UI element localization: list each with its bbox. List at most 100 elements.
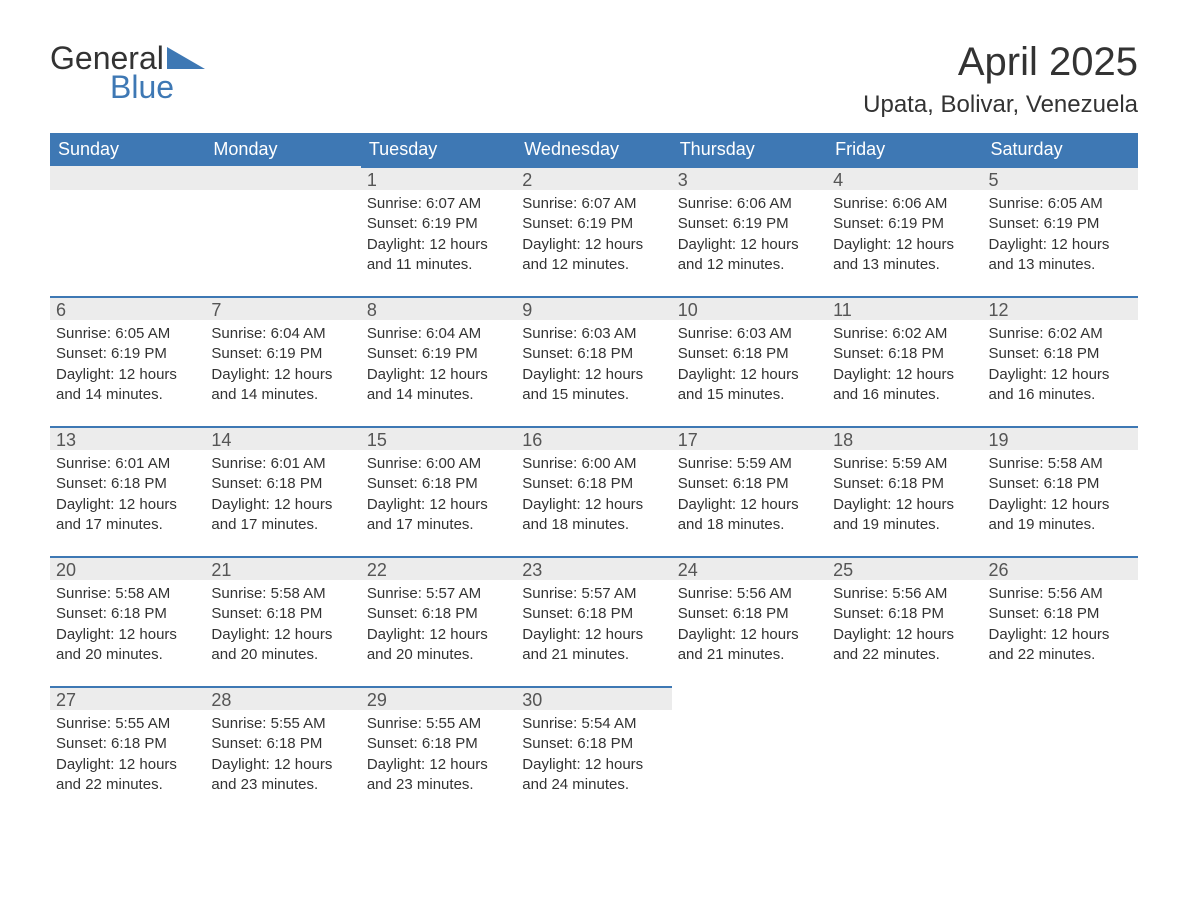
day-number: 23 bbox=[516, 556, 671, 580]
day-detail-line: and 23 minutes. bbox=[211, 775, 354, 795]
day-detail-line: Sunset: 6:18 PM bbox=[678, 604, 821, 624]
day-number: 26 bbox=[983, 556, 1138, 580]
day-detail-line: Sunset: 6:19 PM bbox=[833, 214, 976, 234]
day-detail-line: Daylight: 12 hours bbox=[56, 755, 199, 775]
day-detail-line: Sunrise: 6:04 AM bbox=[367, 324, 510, 344]
day-details: Sunrise: 5:57 AMSunset: 6:18 PMDaylight:… bbox=[516, 580, 671, 675]
day-detail-line: Sunset: 6:18 PM bbox=[833, 604, 976, 624]
day-detail-line: and 13 minutes. bbox=[833, 255, 976, 275]
day-detail-line: Sunset: 6:18 PM bbox=[367, 474, 510, 494]
day-detail-line: Daylight: 12 hours bbox=[211, 495, 354, 515]
day-detail-line: and 20 minutes. bbox=[56, 645, 199, 665]
calendar-day-cell: 16Sunrise: 6:00 AMSunset: 6:18 PMDayligh… bbox=[516, 426, 671, 556]
day-detail-line: Sunrise: 6:07 AM bbox=[522, 194, 665, 214]
day-detail-line: Sunset: 6:18 PM bbox=[522, 344, 665, 364]
page-header: General Blue April 2025 Upata, Bolivar, … bbox=[50, 40, 1138, 119]
calendar-day-cell: 10Sunrise: 6:03 AMSunset: 6:18 PMDayligh… bbox=[672, 296, 827, 426]
calendar-day-cell: 13Sunrise: 6:01 AMSunset: 6:18 PMDayligh… bbox=[50, 426, 205, 556]
day-details: Sunrise: 5:56 AMSunset: 6:18 PMDaylight:… bbox=[983, 580, 1138, 675]
day-number: 20 bbox=[50, 556, 205, 580]
brand-logo: General Blue bbox=[50, 40, 205, 106]
day-details bbox=[205, 190, 360, 204]
day-detail-line: Sunrise: 6:03 AM bbox=[522, 324, 665, 344]
day-detail-line: Sunrise: 5:55 AM bbox=[367, 714, 510, 734]
day-details: Sunrise: 5:58 AMSunset: 6:18 PMDaylight:… bbox=[50, 580, 205, 675]
day-number: 28 bbox=[205, 686, 360, 710]
day-detail-line: Sunset: 6:19 PM bbox=[522, 214, 665, 234]
day-detail-line: Sunset: 6:18 PM bbox=[833, 474, 976, 494]
day-detail-line: and 15 minutes. bbox=[522, 385, 665, 405]
day-detail-line: Sunrise: 6:02 AM bbox=[989, 324, 1132, 344]
day-number: 27 bbox=[50, 686, 205, 710]
day-detail-line: Sunrise: 6:03 AM bbox=[678, 324, 821, 344]
calendar-day-cell: 29Sunrise: 5:55 AMSunset: 6:18 PMDayligh… bbox=[361, 686, 516, 816]
day-detail-line: Sunset: 6:18 PM bbox=[989, 604, 1132, 624]
day-number: 12 bbox=[983, 296, 1138, 320]
day-details bbox=[672, 710, 827, 724]
day-details: Sunrise: 5:55 AMSunset: 6:18 PMDaylight:… bbox=[361, 710, 516, 805]
day-detail-line: and 16 minutes. bbox=[989, 385, 1132, 405]
calendar-day-cell: 25Sunrise: 5:56 AMSunset: 6:18 PMDayligh… bbox=[827, 556, 982, 686]
weekday-header: Monday bbox=[205, 133, 360, 166]
day-detail-line: Daylight: 12 hours bbox=[367, 495, 510, 515]
calendar-day-cell: 14Sunrise: 6:01 AMSunset: 6:18 PMDayligh… bbox=[205, 426, 360, 556]
day-detail-line: and 17 minutes. bbox=[211, 515, 354, 535]
calendar-day-cell bbox=[827, 686, 982, 816]
calendar-day-cell bbox=[50, 166, 205, 296]
day-number: 17 bbox=[672, 426, 827, 450]
day-detail-line: Daylight: 12 hours bbox=[367, 235, 510, 255]
day-detail-line: Daylight: 12 hours bbox=[211, 365, 354, 385]
calendar-day-cell: 22Sunrise: 5:57 AMSunset: 6:18 PMDayligh… bbox=[361, 556, 516, 686]
day-detail-line: Sunset: 6:19 PM bbox=[678, 214, 821, 234]
day-details: Sunrise: 5:56 AMSunset: 6:18 PMDaylight:… bbox=[827, 580, 982, 675]
day-number: 22 bbox=[361, 556, 516, 580]
day-detail-line: Sunrise: 5:58 AM bbox=[56, 584, 199, 604]
calendar-day-cell: 12Sunrise: 6:02 AMSunset: 6:18 PMDayligh… bbox=[983, 296, 1138, 426]
day-details: Sunrise: 6:02 AMSunset: 6:18 PMDaylight:… bbox=[827, 320, 982, 415]
day-detail-line: Sunset: 6:18 PM bbox=[833, 344, 976, 364]
calendar-day-cell: 9Sunrise: 6:03 AMSunset: 6:18 PMDaylight… bbox=[516, 296, 671, 426]
day-number: 4 bbox=[827, 166, 982, 190]
day-details: Sunrise: 6:03 AMSunset: 6:18 PMDaylight:… bbox=[516, 320, 671, 415]
day-detail-line: Daylight: 12 hours bbox=[989, 495, 1132, 515]
calendar-day-cell: 18Sunrise: 5:59 AMSunset: 6:18 PMDayligh… bbox=[827, 426, 982, 556]
day-number bbox=[205, 166, 360, 190]
weekday-header: Tuesday bbox=[361, 133, 516, 166]
day-detail-line: Daylight: 12 hours bbox=[522, 365, 665, 385]
calendar-day-cell: 8Sunrise: 6:04 AMSunset: 6:19 PMDaylight… bbox=[361, 296, 516, 426]
day-detail-line: Daylight: 12 hours bbox=[367, 365, 510, 385]
calendar-day-cell: 1Sunrise: 6:07 AMSunset: 6:19 PMDaylight… bbox=[361, 166, 516, 296]
day-detail-line: and 14 minutes. bbox=[211, 385, 354, 405]
day-detail-line: Sunrise: 5:55 AM bbox=[56, 714, 199, 734]
day-detail-line: and 22 minutes. bbox=[989, 645, 1132, 665]
day-detail-line: Daylight: 12 hours bbox=[678, 235, 821, 255]
day-detail-line: Sunrise: 5:56 AM bbox=[833, 584, 976, 604]
day-number: 29 bbox=[361, 686, 516, 710]
day-details: Sunrise: 5:54 AMSunset: 6:18 PMDaylight:… bbox=[516, 710, 671, 805]
day-number: 7 bbox=[205, 296, 360, 320]
day-detail-line: Sunrise: 6:00 AM bbox=[522, 454, 665, 474]
day-detail-line: Daylight: 12 hours bbox=[367, 755, 510, 775]
day-number: 9 bbox=[516, 296, 671, 320]
day-detail-line: Sunset: 6:18 PM bbox=[678, 344, 821, 364]
day-number: 11 bbox=[827, 296, 982, 320]
day-detail-line: Daylight: 12 hours bbox=[56, 495, 199, 515]
day-detail-line: Daylight: 12 hours bbox=[367, 625, 510, 645]
day-detail-line: Sunset: 6:19 PM bbox=[367, 344, 510, 364]
day-number: 21 bbox=[205, 556, 360, 580]
day-detail-line: Sunset: 6:18 PM bbox=[522, 474, 665, 494]
day-details: Sunrise: 6:05 AMSunset: 6:19 PMDaylight:… bbox=[983, 190, 1138, 285]
day-detail-line: Sunset: 6:18 PM bbox=[56, 604, 199, 624]
day-detail-line: Sunrise: 6:05 AM bbox=[56, 324, 199, 344]
day-detail-line: Sunset: 6:18 PM bbox=[367, 734, 510, 754]
day-detail-line: and 20 minutes. bbox=[211, 645, 354, 665]
location-subtitle: Upata, Bolivar, Venezuela bbox=[863, 91, 1138, 119]
day-detail-line: and 12 minutes. bbox=[678, 255, 821, 275]
calendar-day-cell: 19Sunrise: 5:58 AMSunset: 6:18 PMDayligh… bbox=[983, 426, 1138, 556]
calendar-day-cell: 3Sunrise: 6:06 AMSunset: 6:19 PMDaylight… bbox=[672, 166, 827, 296]
day-detail-line: Sunset: 6:19 PM bbox=[211, 344, 354, 364]
calendar-day-cell: 5Sunrise: 6:05 AMSunset: 6:19 PMDaylight… bbox=[983, 166, 1138, 296]
weekday-header: Friday bbox=[827, 133, 982, 166]
logo-triangle-icon bbox=[167, 47, 205, 69]
day-detail-line: Sunset: 6:18 PM bbox=[211, 734, 354, 754]
